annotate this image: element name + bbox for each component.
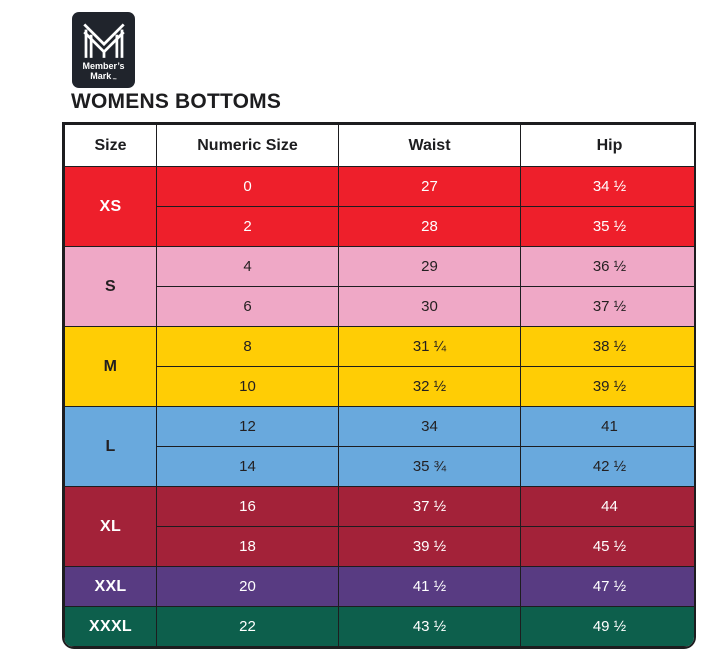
col-header-hip: Hip: [520, 124, 694, 167]
waist-cell: 39 ½: [338, 526, 521, 567]
waist-cell: 29: [338, 246, 521, 287]
waist-cell: 37 ½: [338, 486, 521, 527]
size-table: Size Numeric Size Waist Hip XS 0 27 34 ½…: [64, 124, 694, 647]
table-row-s-0: S 4 29 36 ½: [64, 246, 694, 327]
hip-cell: 37 ½: [520, 286, 694, 327]
numeric-size-cell: 18: [156, 526, 339, 567]
size-group-label-xs: XS: [64, 166, 157, 247]
hip-cell: 47 ½: [520, 566, 694, 607]
numeric-size-cell: 22: [156, 606, 339, 647]
table-row-xs-1: 2 28 35 ½: [64, 206, 694, 247]
numeric-size-cell: 8: [156, 326, 339, 367]
waist-cell: 30: [338, 286, 521, 327]
table-row-xl-1: 18 39 ½ 45 ½: [64, 526, 694, 567]
hip-cell: 49 ½: [520, 606, 694, 647]
numeric-size-cell: 14: [156, 446, 339, 487]
trademark-symbol: ™: [112, 77, 117, 83]
waist-cell: 34: [338, 406, 521, 447]
size-group-label-xl: XL: [64, 486, 157, 567]
waist-cell: 43 ½: [338, 606, 521, 647]
hip-cell: 38 ½: [520, 326, 694, 367]
hip-cell: 42 ½: [520, 446, 694, 487]
size-group-label-l: L: [64, 406, 157, 487]
col-header-waist: Waist: [338, 124, 521, 167]
hip-cell: 35 ½: [520, 206, 694, 247]
waist-cell: 32 ½: [338, 366, 521, 407]
page-title: WOMENS BOTTOMS: [71, 90, 282, 113]
table-row-l-1: 14 35 ¾ 42 ½: [64, 446, 694, 487]
col-header-numeric-size: Numeric Size: [156, 124, 339, 167]
table-row-xxl: XXL 20 41 ½ 47 ½: [64, 566, 694, 607]
hip-cell: 41: [520, 406, 694, 447]
col-header-size: Size: [64, 124, 157, 167]
waist-cell: 35 ¾: [338, 446, 521, 487]
waist-cell: 41 ½: [338, 566, 521, 607]
hip-cell: 34 ½: [520, 166, 694, 207]
table-row-xxxl: XXXL 22 43 ½ 49 ½: [64, 606, 694, 647]
numeric-size-cell: 10: [156, 366, 339, 407]
size-group-label-xxxl: XXXL: [64, 606, 157, 647]
table-row-m-0: M 8 31 ¼ 38 ½: [64, 326, 694, 407]
hip-cell: 39 ½: [520, 366, 694, 407]
size-group-label-xxl: XXL: [64, 566, 157, 607]
waist-cell: 31 ¼: [338, 326, 521, 367]
table-header-row: Size Numeric Size Waist Hip: [64, 124, 694, 167]
table-row-l-0: L 12 34 41: [64, 406, 694, 487]
numeric-size-cell: 0: [156, 166, 339, 207]
numeric-size-cell: 12: [156, 406, 339, 447]
numeric-size-cell: 6: [156, 286, 339, 327]
table-row-xs-0: XS 0 27 34 ½: [64, 166, 694, 247]
hip-cell: 44: [520, 486, 694, 527]
numeric-size-cell: 2: [156, 206, 339, 247]
size-group-label-s: S: [64, 246, 157, 327]
waist-cell: 27: [338, 166, 521, 207]
logo-brand-line1: Member’s: [82, 61, 125, 71]
hip-cell: 36 ½: [520, 246, 694, 287]
members-mark-logo: Member’s Mark™: [72, 12, 135, 88]
numeric-size-cell: 4: [156, 246, 339, 287]
waist-cell: 28: [338, 206, 521, 247]
table-row-s-1: 6 30 37 ½: [64, 286, 694, 327]
numeric-size-cell: 16: [156, 486, 339, 527]
members-mark-m-icon: [82, 23, 125, 58]
logo-brand-line2: Mark: [90, 71, 112, 82]
table-row-m-1: 10 32 ½ 39 ½: [64, 366, 694, 407]
table-row-xl-0: XL 16 37 ½ 44: [64, 486, 694, 567]
size-group-label-m: M: [64, 326, 157, 407]
hip-cell: 45 ½: [520, 526, 694, 567]
size-table-container: Size Numeric Size Waist Hip XS 0 27 34 ½…: [62, 122, 696, 649]
numeric-size-cell: 20: [156, 566, 339, 607]
logo-wordmark: Member’s Mark™: [82, 61, 124, 82]
